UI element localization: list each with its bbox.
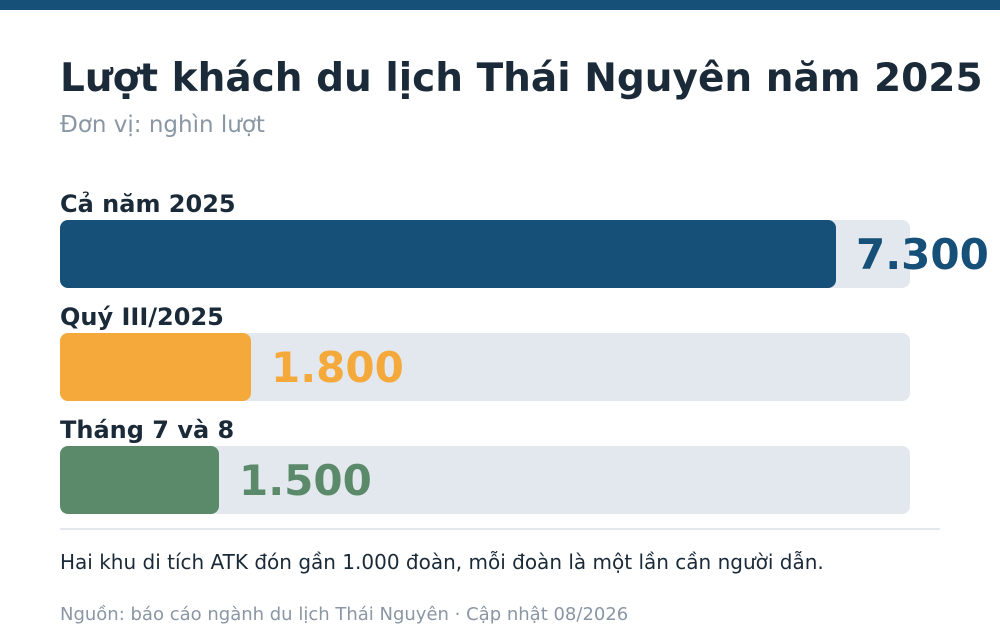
bar-row: Tháng 7 và 8 1.500: [60, 416, 1000, 530]
value-label: 1.500: [239, 456, 372, 505]
value-label: 1.800: [271, 343, 404, 392]
bar-track: [60, 446, 910, 514]
top-accent-bar: [0, 0, 1000, 10]
chart-title: Lượt khách du lịch Thái Nguyên năm 2025: [60, 56, 983, 101]
bar-track: [60, 220, 910, 288]
category-label: Cả năm 2025: [60, 190, 236, 218]
bar-track: [60, 333, 910, 401]
category-label: Quý III/2025: [60, 303, 224, 331]
chart-subtitle: Đơn vị: nghìn lượt: [60, 112, 265, 138]
bar: [60, 220, 836, 288]
bar-row: Cả năm 2025 7.300: [60, 190, 1000, 304]
chart-source: Nguồn: báo cáo ngành du lịch Thái Nguyên…: [60, 604, 629, 625]
value-label: 7.300: [856, 230, 989, 279]
category-label: Tháng 7 và 8: [60, 416, 235, 444]
bar: [60, 333, 251, 401]
bar: [60, 446, 219, 514]
chart-note: Hai khu di tích ATK đón gần 1.000 đoàn, …: [60, 550, 824, 574]
divider: [60, 528, 940, 530]
bar-row: Quý III/2025 1.800: [60, 303, 1000, 417]
